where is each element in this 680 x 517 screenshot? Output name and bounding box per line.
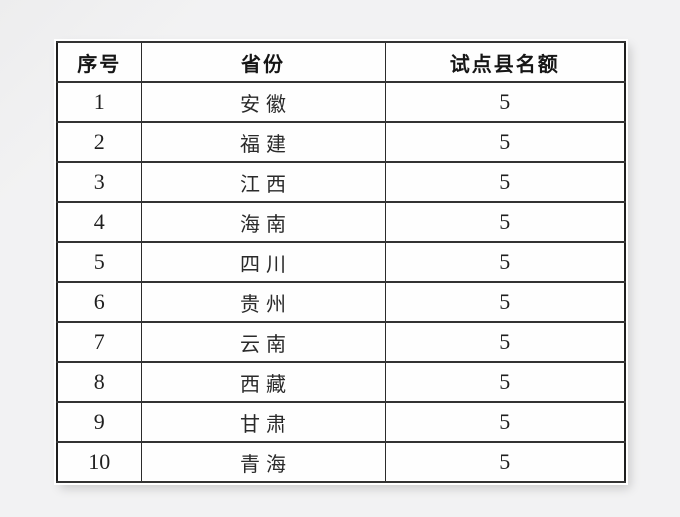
- cell-index: 3: [56, 161, 142, 203]
- cell-quota: 5: [384, 121, 626, 163]
- table-row: 2 福建 5: [56, 121, 626, 163]
- cell-index: 6: [56, 281, 142, 323]
- column-header-index: 序号: [56, 41, 142, 83]
- cell-province: 贵州: [140, 281, 386, 323]
- cell-quota: 5: [384, 361, 626, 403]
- cell-quota: 5: [384, 81, 626, 123]
- column-header-province: 省份: [140, 41, 386, 83]
- cell-province: 福建: [140, 121, 386, 163]
- quota-table-container: 序号 省份 试点县名额 1 安徽 5 2 福建 5 3 江西 5 4 海南 5 …: [56, 41, 626, 483]
- cell-index: 9: [56, 401, 142, 443]
- cell-province: 江西: [140, 161, 386, 203]
- cell-province: 海南: [140, 201, 386, 243]
- column-header-quota: 试点县名额: [384, 41, 626, 83]
- cell-province: 西藏: [140, 361, 386, 403]
- table-row: 5 四川 5: [56, 241, 626, 283]
- table-header: 序号 省份 试点县名额: [56, 41, 626, 83]
- table-row: 1 安徽 5: [56, 81, 626, 123]
- cell-province: 甘肃: [140, 401, 386, 443]
- cell-quota: 5: [384, 441, 626, 483]
- cell-index: 7: [56, 321, 142, 363]
- cell-province: 四川: [140, 241, 386, 283]
- table-row: 8 西藏 5: [56, 361, 626, 403]
- table-row: 4 海南 5: [56, 201, 626, 243]
- cell-province: 青海: [140, 441, 386, 483]
- cell-province: 安徽: [140, 81, 386, 123]
- header-row: 序号 省份 试点县名额: [56, 41, 626, 83]
- cell-index: 4: [56, 201, 142, 243]
- cell-index: 10: [56, 441, 142, 483]
- cell-quota: 5: [384, 401, 626, 443]
- pilot-county-quota-table: 序号 省份 试点县名额 1 安徽 5 2 福建 5 3 江西 5 4 海南 5 …: [56, 41, 626, 483]
- table-row: 9 甘肃 5: [56, 401, 626, 443]
- cell-quota: 5: [384, 201, 626, 243]
- cell-index: 5: [56, 241, 142, 283]
- cell-index: 8: [56, 361, 142, 403]
- cell-index: 1: [56, 81, 142, 123]
- table-row: 3 江西 5: [56, 161, 626, 203]
- cell-quota: 5: [384, 241, 626, 283]
- table-row: 10 青海 5: [56, 441, 626, 483]
- table-row: 7 云南 5: [56, 321, 626, 363]
- table-row: 6 贵州 5: [56, 281, 626, 323]
- cell-quota: 5: [384, 321, 626, 363]
- cell-index: 2: [56, 121, 142, 163]
- table-body: 1 安徽 5 2 福建 5 3 江西 5 4 海南 5 5 四川 5 6 贵州 …: [56, 81, 626, 483]
- cell-quota: 5: [384, 161, 626, 203]
- cell-quota: 5: [384, 281, 626, 323]
- cell-province: 云南: [140, 321, 386, 363]
